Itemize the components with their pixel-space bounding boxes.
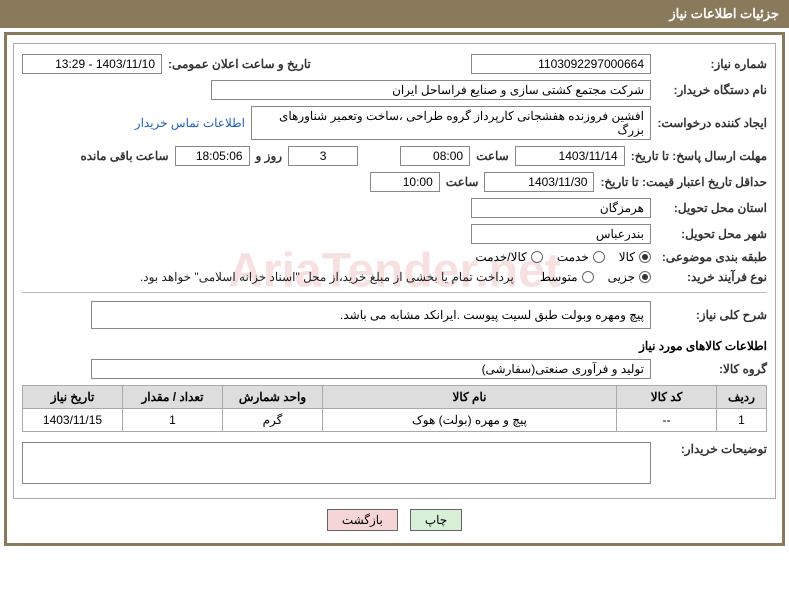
radio-goods[interactable]: کالا bbox=[619, 250, 651, 264]
category-radio-group: کالا خدمت کالا/خدمت bbox=[475, 250, 651, 264]
time-label-1: ساعت bbox=[476, 149, 509, 163]
countdown-value: 18:05:06 bbox=[175, 146, 250, 166]
remaining-label: ساعت باقی مانده bbox=[80, 149, 168, 163]
th-name: نام کالا bbox=[323, 386, 617, 409]
payment-note: پرداخت تمام یا بخشی از مبلغ خرید،از محل … bbox=[140, 270, 514, 284]
need-no-label: شماره نیاز: bbox=[657, 57, 767, 71]
print-button[interactable]: چاپ bbox=[410, 509, 462, 531]
province-value: هرمزگان bbox=[471, 198, 651, 218]
cell-code: -- bbox=[617, 409, 717, 432]
items-table: ردیف کد کالا نام کالا واحد شمارش تعداد /… bbox=[22, 385, 767, 432]
price-date-value: 1403/11/30 bbox=[484, 172, 594, 192]
back-button[interactable]: بازگشت bbox=[327, 509, 398, 531]
inner-frame: AriaTender.net شماره نیاز: 1103092297000… bbox=[13, 43, 776, 499]
days-and-label: روز و bbox=[256, 149, 283, 163]
row-need-number: شماره نیاز: 1103092297000664 تاریخ و ساع… bbox=[22, 54, 767, 74]
city-label: شهر محل تحویل: bbox=[657, 227, 767, 241]
cell-row: 1 bbox=[717, 409, 767, 432]
response-deadline-label: مهلت ارسال پاسخ: تا تاریخ: bbox=[631, 149, 767, 163]
outer-frame: AriaTender.net شماره نیاز: 1103092297000… bbox=[4, 32, 785, 546]
row-province: استان محل تحویل: هرمزگان bbox=[22, 198, 767, 218]
row-buyer-notes: توضیحات خریدار: bbox=[22, 442, 767, 484]
process-radio-group: جزیی متوسط bbox=[540, 270, 651, 284]
radio-partial[interactable]: جزیی bbox=[608, 270, 651, 284]
radio-medium-label: متوسط bbox=[540, 270, 578, 284]
price-time-value: 10:00 bbox=[370, 172, 440, 192]
th-row: ردیف bbox=[717, 386, 767, 409]
th-code: کد کالا bbox=[617, 386, 717, 409]
desc-value: پیچ ومهره وبولت طبق لسیت پیوست .ایرانکد … bbox=[91, 301, 651, 329]
category-label: طبقه بندی موضوعی: bbox=[657, 250, 767, 264]
announce-label: تاریخ و ساعت اعلان عمومی: bbox=[168, 57, 311, 71]
row-group: گروه کالا: تولید و فرآوری صنعتی(سفارشی) bbox=[22, 359, 767, 379]
announce-value: 1403/11/10 - 13:29 bbox=[22, 54, 162, 74]
radio-goods-label: کالا bbox=[619, 250, 635, 264]
response-time-value: 08:00 bbox=[400, 146, 470, 166]
page-title-bar: جزئیات اطلاعات نیاز bbox=[0, 0, 789, 28]
page-container: جزئیات اطلاعات نیاز AriaTender.net شماره… bbox=[0, 0, 789, 546]
th-date: تاریخ نیاز bbox=[23, 386, 123, 409]
radio-service[interactable]: خدمت bbox=[557, 250, 605, 264]
items-section-title: اطلاعات کالاهای مورد نیاز bbox=[22, 339, 767, 353]
radio-service-label: خدمت bbox=[557, 250, 589, 264]
province-label: استان محل تحویل: bbox=[657, 201, 767, 215]
divider-1 bbox=[22, 292, 767, 293]
buyer-notes-value bbox=[22, 442, 651, 484]
response-date-value: 1403/11/14 bbox=[515, 146, 625, 166]
buyer-notes-label: توضیحات خریدار: bbox=[657, 442, 767, 456]
requester-label: ایجاد کننده درخواست: bbox=[657, 116, 767, 130]
days-remaining-value: 3 bbox=[288, 146, 358, 166]
radio-dot-service bbox=[593, 251, 605, 263]
row-requester: ایجاد کننده درخواست: افشین فروزنده هفشجا… bbox=[22, 106, 767, 140]
need-no-value: 1103092297000664 bbox=[471, 54, 651, 74]
time-label-2: ساعت bbox=[446, 175, 479, 189]
th-qty: تعداد / مقدار bbox=[123, 386, 223, 409]
radio-dot-medium bbox=[582, 271, 594, 283]
table-row: 1 -- پیچ و مهره (بولت) هوک گرم 1 1403/11… bbox=[23, 409, 767, 432]
cell-unit: گرم bbox=[223, 409, 323, 432]
row-description: شرح کلی نیاز: پیچ ومهره وبولت طبق لسیت پ… bbox=[22, 301, 767, 329]
buyer-contact-link[interactable]: اطلاعات تماس خریدار bbox=[135, 116, 245, 130]
row-process: نوع فرآیند خرید: جزیی متوسط پرداخت تمام … bbox=[22, 270, 767, 284]
row-response-deadline: مهلت ارسال پاسخ: تا تاریخ: 1403/11/14 سا… bbox=[22, 146, 767, 166]
row-price-validity: حداقل تاریخ اعتبار قیمت: تا تاریخ: 1403/… bbox=[22, 172, 767, 192]
row-city: شهر محل تحویل: بندرعباس bbox=[22, 224, 767, 244]
row-category: طبقه بندی موضوعی: کالا خدمت کالا/خدمت bbox=[22, 250, 767, 264]
cell-name: پیچ و مهره (بولت) هوک bbox=[323, 409, 617, 432]
th-unit: واحد شمارش bbox=[223, 386, 323, 409]
items-header-row: ردیف کد کالا نام کالا واحد شمارش تعداد /… bbox=[23, 386, 767, 409]
buyer-org-label: نام دستگاه خریدار: bbox=[657, 83, 767, 97]
price-validity-label: حداقل تاریخ اعتبار قیمت: تا تاریخ: bbox=[600, 175, 767, 189]
cell-qty: 1 bbox=[123, 409, 223, 432]
radio-dot-both bbox=[531, 251, 543, 263]
desc-label: شرح کلی نیاز: bbox=[657, 308, 767, 322]
radio-partial-label: جزیی bbox=[608, 270, 635, 284]
requester-value: افشین فروزنده هفشجانی کارپرداز گروه طراح… bbox=[251, 106, 651, 140]
page-title: جزئیات اطلاعات نیاز bbox=[669, 6, 779, 21]
button-bar: چاپ بازگشت bbox=[13, 499, 776, 535]
city-value: بندرعباس bbox=[471, 224, 651, 244]
cell-date: 1403/11/15 bbox=[23, 409, 123, 432]
radio-dot-goods bbox=[639, 251, 651, 263]
process-label: نوع فرآیند خرید: bbox=[657, 270, 767, 284]
radio-both-label: کالا/خدمت bbox=[475, 250, 526, 264]
buyer-org-value: شرکت مجتمع کشتی سازی و صنایع فراساحل ایر… bbox=[211, 80, 651, 100]
radio-dot-partial bbox=[639, 271, 651, 283]
row-buyer-org: نام دستگاه خریدار: شرکت مجتمع کشتی سازی … bbox=[22, 80, 767, 100]
group-label: گروه کالا: bbox=[657, 362, 767, 376]
radio-both[interactable]: کالا/خدمت bbox=[475, 250, 542, 264]
group-value: تولید و فرآوری صنعتی(سفارشی) bbox=[91, 359, 651, 379]
radio-medium[interactable]: متوسط bbox=[540, 270, 594, 284]
